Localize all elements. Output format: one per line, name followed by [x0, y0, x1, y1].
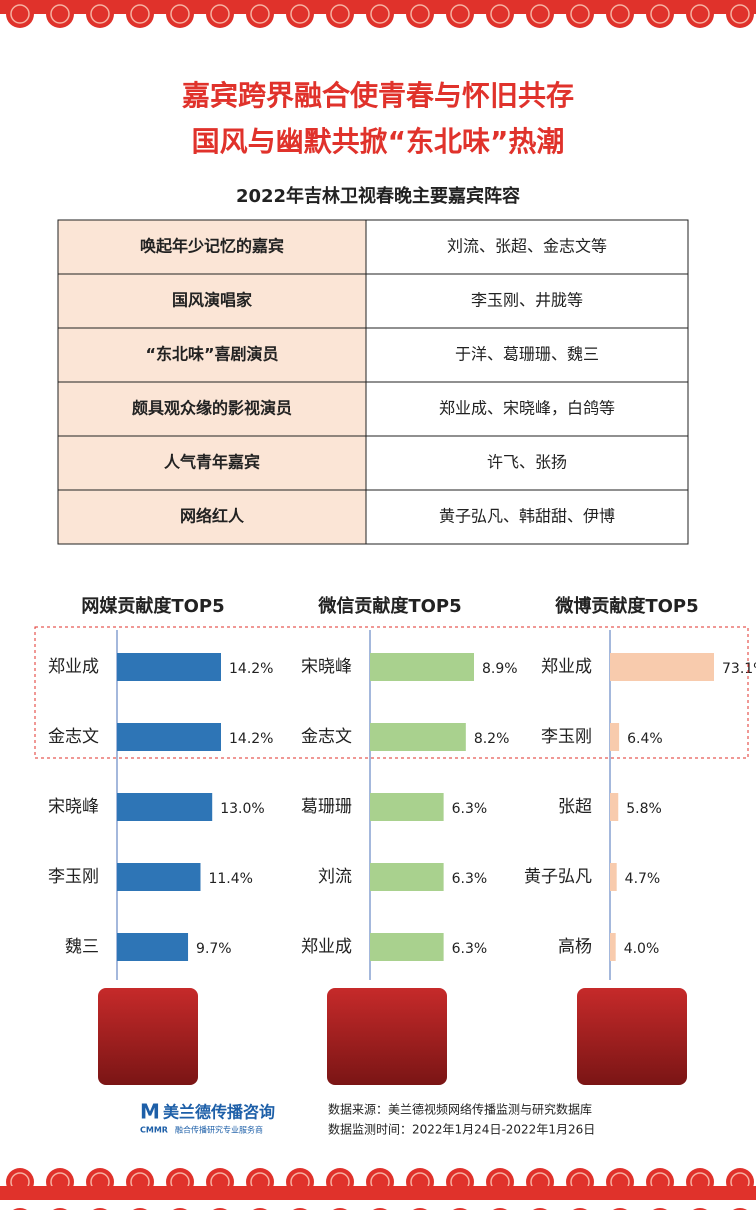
top-border — [0, 0, 756, 30]
photo — [577, 988, 687, 1085]
value-label: 4.7% — [625, 871, 661, 887]
bottom-border — [0, 1168, 756, 1210]
table-cell — [365, 489, 689, 545]
bar — [117, 793, 213, 821]
bar — [610, 863, 617, 891]
category-label: 高杨 — [558, 937, 592, 957]
bar — [370, 793, 444, 821]
bar — [610, 933, 616, 961]
source: 数据来源：美兰德视频网络传播监测与研究数据库 — [328, 1102, 592, 1117]
value-label: 9.7% — [196, 941, 232, 957]
category-label: 郑业成 — [301, 937, 352, 957]
category-label: 郑业成 — [48, 657, 99, 677]
table-cell — [57, 219, 367, 275]
table-cell — [57, 273, 367, 329]
value-label: 4.0% — [624, 941, 660, 957]
category-label: 张超 — [558, 797, 592, 817]
table-value: 刘流、张超、金志文等 — [447, 237, 607, 256]
table-cell — [365, 219, 689, 275]
value-label: 6.3% — [452, 871, 488, 887]
value-label: 5.8% — [626, 801, 662, 817]
bar — [370, 863, 444, 891]
title: 嘉宾跨界融合使青春与怀旧共存 — [182, 79, 574, 112]
value-label: 73.1% — [722, 661, 756, 677]
category-label: 刘流 — [318, 867, 352, 887]
category-label: 李玉刚 — [48, 867, 99, 887]
value-label: 8.9% — [482, 661, 518, 677]
value-label: 13.0% — [220, 801, 264, 817]
category-label: 宋晓峰 — [48, 797, 99, 817]
logo-name: 美兰德传播咨询 — [163, 1103, 275, 1122]
value-label: 11.4% — [208, 871, 252, 887]
table-value: 郑业成、宋晓峰，白鸽等 — [439, 399, 615, 418]
bar — [610, 653, 714, 681]
category-label: 郑业成 — [541, 657, 592, 677]
logo-mark: M — [140, 1100, 160, 1124]
category-label: 李玉刚 — [541, 727, 592, 747]
table-label: 人气青年嘉宾 — [164, 453, 260, 472]
table-cell — [365, 327, 689, 383]
photo — [327, 988, 447, 1085]
chart-title: 微信贡献度TOP5 — [317, 595, 461, 617]
value-label: 8.2% — [474, 731, 510, 747]
chart-title: 网媒贡献度TOP5 — [81, 595, 224, 617]
category-label: 金志文 — [48, 727, 99, 747]
category-label: 黄子弘凡 — [524, 867, 592, 887]
bar — [117, 933, 189, 961]
category-label: 宋晓峰 — [301, 657, 352, 677]
logo-abbr: CMMR — [140, 1126, 168, 1135]
category-label: 魏三 — [65, 937, 99, 957]
table-label: 国风演唱家 — [172, 291, 253, 310]
bar — [370, 723, 466, 751]
table-cell — [365, 273, 689, 329]
highlight-box — [34, 626, 749, 759]
chart-title: 微博贡献度TOP5 — [554, 595, 698, 617]
table-value: 李玉刚、井胧等 — [471, 291, 583, 310]
bar — [370, 653, 474, 681]
bar — [610, 793, 619, 821]
source: 数据监测时间：2022年1月24日-2022年1月26日 — [328, 1122, 595, 1137]
table-cell — [365, 435, 689, 491]
table-label: 唤起年少记忆的嘉宾 — [140, 237, 284, 256]
bar — [117, 723, 221, 751]
table-value: 于洋、葛珊珊、魏三 — [455, 345, 599, 364]
value-label: 6.3% — [452, 941, 488, 957]
table-label: 网络红人 — [180, 507, 245, 526]
bar — [610, 723, 620, 751]
bar — [117, 863, 201, 891]
charts: 网媒贡献度TOP5 郑业成 14.2% 金志文 14.2% 宋晓峰 13.0% 李玉刚 11.4… — [48, 595, 756, 980]
table-value: 黄子弘凡、韩甜甜、伊博 — [439, 507, 615, 526]
logo-tagline: 融合传播研究专业服务商 — [175, 1125, 263, 1135]
table-label: “东北味”喜剧演员 — [145, 345, 278, 364]
bar — [117, 653, 221, 681]
title: 国风与幽默共掀“东北味”热潮 — [192, 125, 565, 158]
table-label: 颇具观众缘的影视演员 — [132, 399, 292, 418]
table-cell — [57, 327, 367, 383]
table-cell — [365, 381, 689, 437]
value-label: 14.2% — [229, 731, 273, 747]
photo — [98, 988, 198, 1085]
subtitle: 2022年吉林卫视春晚主要嘉宾阵容 — [236, 185, 520, 207]
bar — [370, 933, 444, 961]
category-label: 金志文 — [301, 727, 352, 747]
value-label: 6.3% — [452, 801, 488, 817]
value-label: 14.2% — [229, 661, 273, 677]
value-label: 6.4% — [627, 731, 663, 747]
table-value: 许飞、张扬 — [487, 453, 567, 472]
category-label: 葛珊珊 — [301, 797, 352, 817]
